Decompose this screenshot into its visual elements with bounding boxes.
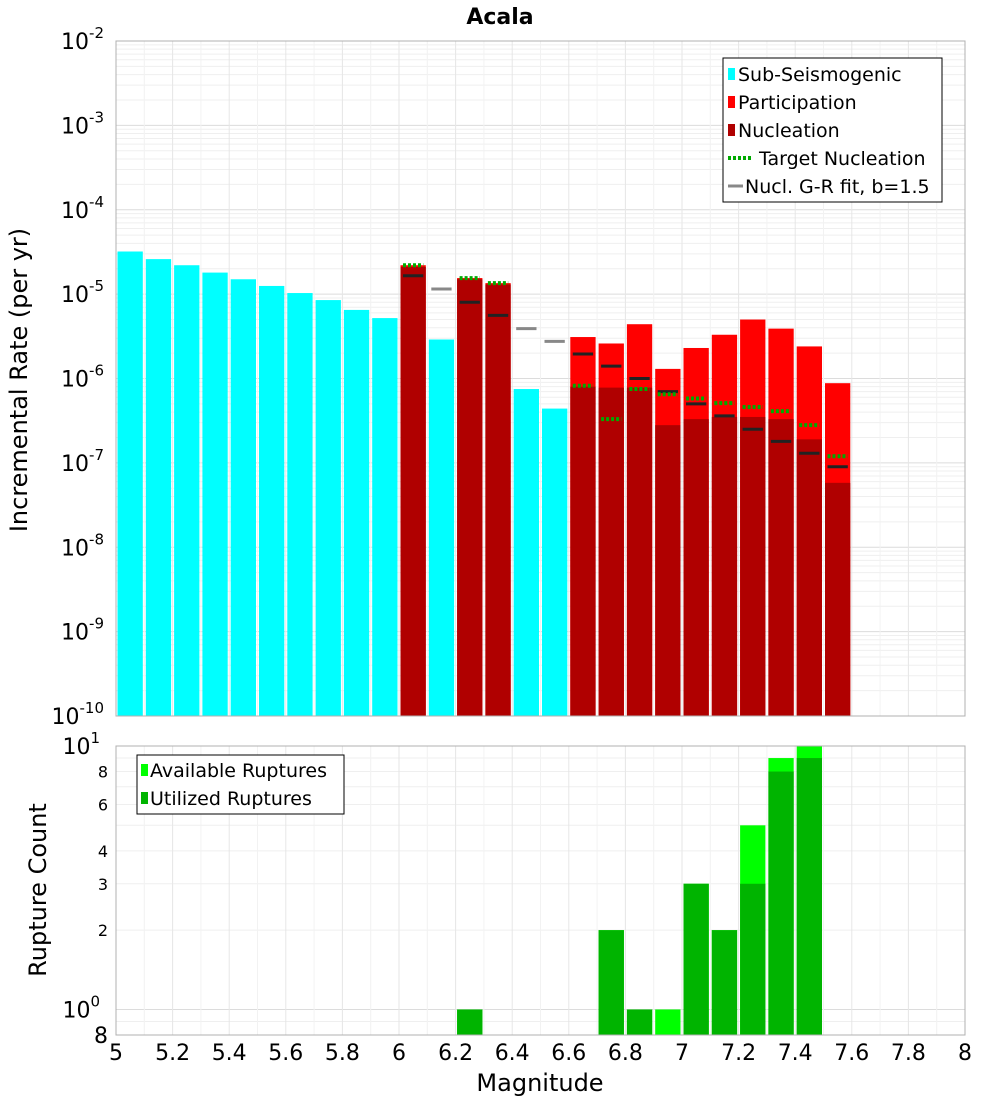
bar-nucleation [626,387,653,716]
bar-nucleation [485,284,511,716]
legend-swatch [141,792,148,804]
y-tick-label-rate: 10-6 [61,362,104,393]
y-minor-tick-label-count: 8 [94,1024,108,1049]
legend-label: Nucleation [738,120,840,142]
y-minor-tick-label-count: 8 [98,763,108,782]
legend-label: Available Ruptures [150,760,327,782]
x-tick-label: 5.2 [155,1041,190,1066]
legend-label: Utilized Ruptures [150,788,312,810]
bar-sub-seismogenic [372,318,398,716]
bar-nucleation [740,416,766,716]
bar-nucleation [768,419,794,716]
y-minor-tick-label-count: 6 [98,795,108,814]
bar-nucleation [683,419,709,716]
bar-nucleation [796,439,822,716]
y-tick-label-rate: 10-4 [61,193,104,224]
bar-sub-seismogenic [315,300,341,716]
x-tick-label: 6.2 [438,1041,473,1066]
bar-nucleation [655,425,681,716]
x-tick-label: 5.4 [212,1041,247,1066]
y-axis-label-count: Rupture Count [24,803,52,977]
count-legend [136,754,345,815]
y-tick-label-count: 101 [62,729,100,760]
rate-legend [722,57,943,203]
bar-sub-seismogenic [202,272,228,716]
x-tick-label: 5.8 [325,1041,360,1066]
y-tick-label-rate: 10-8 [61,530,104,561]
x-tick-label: 7.8 [891,1041,926,1066]
legend-label: Target Nucleation [758,148,926,170]
bar-utilized-ruptures [740,883,766,1035]
bar-sub-seismogenic [428,339,455,716]
bar-utilized-ruptures [711,930,738,1035]
y-tick-label-rate: 10-2 [61,24,104,55]
bar-sub-seismogenic [174,265,200,716]
bar-utilized-ruptures [457,1009,483,1035]
rate-panel-frame [115,40,966,717]
legend-swatch [728,68,735,80]
bar-sub-seismogenic [117,251,143,716]
bar-utilized-ruptures [683,883,709,1035]
x-tick-label: 6 [392,1041,406,1066]
bar-utilized-ruptures [598,930,624,1035]
x-tick-label: 5.6 [268,1041,303,1066]
x-tick-label: 7.6 [834,1041,869,1066]
y-minor-tick-label-count: 2 [98,921,108,940]
bar-utilized-ruptures [796,758,822,1035]
legend-label: Nucl. G-R fit, b=1.5 [745,176,930,198]
bar-sub-seismogenic [287,293,313,716]
x-tick-label: 7 [675,1041,689,1066]
bar-nucleation [400,266,426,716]
bar-sub-seismogenic [542,408,568,716]
x-tick-label: 5 [109,1041,123,1066]
y-minor-tick-label-count: 3 [98,875,108,894]
x-tick-label: 6.8 [608,1041,643,1066]
bar-nucleation [570,386,596,716]
bar-available-ruptures [655,1009,681,1035]
bar-sub-seismogenic [513,389,539,716]
count-panel-frame [115,745,966,1036]
x-tick-label: 6.4 [495,1041,530,1066]
bar-utilized-ruptures [768,771,794,1035]
bar-utilized-ruptures [626,1009,653,1035]
bar-sub-seismogenic [343,309,370,716]
chart-title: Acala [466,5,533,30]
y-tick-label-count: 100 [62,992,100,1023]
x-axis-label: Magnitude [476,1069,603,1097]
y-tick-label-rate: 10-3 [61,108,104,139]
bar-sub-seismogenic [230,279,256,716]
y-tick-label-rate: 10-5 [61,277,104,308]
y-axis-label-rate: Incremental Rate (per yr) [5,228,33,532]
y-tick-label-rate: 10-9 [61,615,104,646]
bar-nucleation [457,279,483,716]
y-tick-label-rate: 10-10 [52,699,105,730]
legend-swatch [728,96,735,108]
legend-label: Participation [738,92,857,114]
bar-nucleation [711,416,738,716]
x-tick-label: 7.4 [778,1041,813,1066]
bar-sub-seismogenic [145,259,172,716]
x-tick-label: 8 [958,1041,972,1066]
legend-swatch [728,124,735,136]
x-tick-label: 6.6 [551,1041,586,1066]
legend-label: Sub-Seismogenic [738,64,902,86]
bar-nucleation [598,387,624,716]
x-tick-label: 7.2 [721,1041,756,1066]
bar-nucleation [825,482,851,716]
rate-panel: 10-2 10-3 10-4 10-5 10-6 10-7 10-8 10-9 10-10 Sub… [52,24,966,730]
y-minor-tick-label-count: 4 [98,842,108,861]
bar-sub-seismogenic [259,285,285,716]
y-tick-label-rate: 10-7 [61,446,104,477]
legend-swatch [141,764,148,776]
